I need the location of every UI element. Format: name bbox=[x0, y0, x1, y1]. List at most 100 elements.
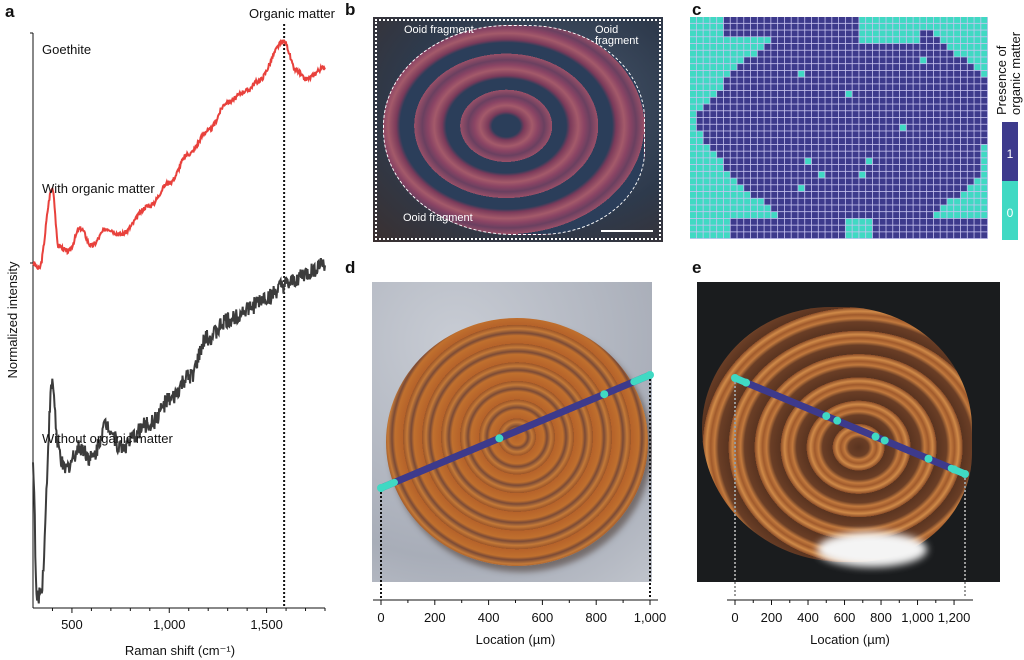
heatmap-cell bbox=[927, 70, 934, 77]
colorbar-0 bbox=[1002, 181, 1018, 240]
heatmap-cell bbox=[933, 64, 940, 71]
heatmap-cell bbox=[899, 84, 906, 91]
raman-spectra-chart: 500 1,000 1,500 Goethite With organic matt… bbox=[5, 6, 336, 658]
heatmap-cell bbox=[811, 50, 818, 57]
ooid-cross-section bbox=[702, 307, 972, 562]
heatmap-cell bbox=[906, 30, 913, 37]
heatmap-cell bbox=[954, 23, 961, 30]
heatmap-cell bbox=[954, 185, 961, 192]
heatmap-cell bbox=[906, 158, 913, 165]
heatmap-cell bbox=[886, 232, 893, 239]
heatmap-cell bbox=[879, 111, 886, 118]
heatmap-cell bbox=[940, 232, 947, 239]
heatmap-cell bbox=[771, 97, 778, 104]
heatmap-cell bbox=[947, 43, 954, 50]
heatmap-cell bbox=[696, 84, 703, 91]
heatmap-cell bbox=[872, 43, 879, 50]
heatmap-cell bbox=[852, 185, 859, 192]
heatmap-cell bbox=[845, 212, 852, 219]
heatmap-cell bbox=[791, 144, 798, 151]
heatmap-cell bbox=[899, 43, 906, 50]
panel-label-d: d bbox=[345, 258, 356, 277]
heatmap-cell bbox=[832, 212, 839, 219]
heatmap-cell bbox=[967, 191, 974, 198]
heatmap-cell bbox=[859, 17, 866, 23]
heatmap-cell bbox=[696, 104, 703, 111]
heatmap-cell bbox=[960, 225, 967, 232]
heatmap-cell bbox=[764, 111, 771, 118]
heatmap-cell bbox=[920, 70, 927, 77]
heatmap-cell bbox=[981, 212, 988, 219]
heatmap-cell bbox=[744, 70, 751, 77]
heatmap-cell bbox=[845, 43, 852, 50]
heatmap-cell bbox=[723, 97, 730, 104]
heatmap-cell bbox=[811, 185, 818, 192]
heatmap-cell bbox=[960, 30, 967, 37]
heatmap-cell bbox=[974, 23, 981, 30]
heatmap-cell bbox=[899, 185, 906, 192]
heatmap-cell bbox=[757, 43, 764, 50]
heatmap-cell bbox=[771, 77, 778, 84]
heatmap-cell bbox=[967, 151, 974, 158]
heatmap-cell bbox=[771, 158, 778, 165]
heatmap-cell bbox=[947, 84, 954, 91]
heatmap-cell bbox=[913, 138, 920, 145]
heatmap-cell bbox=[852, 43, 859, 50]
heatmap-cell bbox=[913, 225, 920, 232]
heatmap-cell bbox=[886, 77, 893, 84]
scale-bar bbox=[601, 230, 653, 232]
heatmap-cell bbox=[750, 117, 757, 124]
heatmap-cell bbox=[866, 151, 873, 158]
heatmap-cell bbox=[805, 225, 812, 232]
heatmap-cell bbox=[710, 225, 717, 232]
heatmap-cell bbox=[879, 84, 886, 91]
heatmap-cell bbox=[974, 225, 981, 232]
heatmap-cell bbox=[791, 232, 798, 239]
heatmap-cell bbox=[981, 205, 988, 212]
heatmap-cell bbox=[818, 50, 825, 57]
heatmap-cell bbox=[852, 218, 859, 225]
heatmap-cell bbox=[940, 91, 947, 97]
heatmap-cell bbox=[757, 70, 764, 77]
heatmap-cell bbox=[832, 77, 839, 84]
heatmap-cell bbox=[886, 191, 893, 198]
heatmap-cell bbox=[710, 50, 717, 57]
heatmap-cell bbox=[710, 151, 717, 158]
heatmap-cell bbox=[913, 23, 920, 30]
heatmap-cell bbox=[723, 64, 730, 71]
heatmap-cell bbox=[690, 84, 696, 91]
heatmap-cell bbox=[832, 30, 839, 37]
heatmap-cell bbox=[913, 131, 920, 138]
heatmap-cell bbox=[947, 144, 954, 151]
heatmap-cell bbox=[960, 70, 967, 77]
heatmap-cell bbox=[723, 117, 730, 124]
heatmap-cell bbox=[764, 185, 771, 192]
heatmap-cell bbox=[981, 131, 988, 138]
heatmap-cell bbox=[872, 104, 879, 111]
heatmap-cell bbox=[805, 70, 812, 77]
heatmap-cell bbox=[893, 43, 900, 50]
heatmap-cell bbox=[920, 185, 927, 192]
heatmap-cell bbox=[913, 171, 920, 178]
heatmap-cell bbox=[764, 232, 771, 239]
heatmap-cell bbox=[899, 218, 906, 225]
heatmap-cell bbox=[947, 151, 954, 158]
heatmap-cell bbox=[859, 131, 866, 138]
heatmap-cell bbox=[899, 57, 906, 64]
heatmap-cell bbox=[778, 17, 785, 23]
heatmap-cell bbox=[771, 43, 778, 50]
heatmap-cell bbox=[954, 171, 961, 178]
heatmap-cell bbox=[866, 138, 873, 145]
heatmap-cell bbox=[899, 23, 906, 30]
heatmap-cell bbox=[866, 97, 873, 104]
location-axis-label: Location (µm) bbox=[810, 632, 890, 647]
heatmap-cell bbox=[866, 205, 873, 212]
heatmap-cell bbox=[825, 232, 832, 239]
heatmap-cell bbox=[852, 144, 859, 151]
heatmap-cell bbox=[940, 17, 947, 23]
heatmap-cell bbox=[811, 178, 818, 185]
heatmap-cell bbox=[784, 165, 791, 171]
heatmap-cell bbox=[899, 171, 906, 178]
heatmap-cell bbox=[954, 131, 961, 138]
heatmap-cell bbox=[764, 43, 771, 50]
